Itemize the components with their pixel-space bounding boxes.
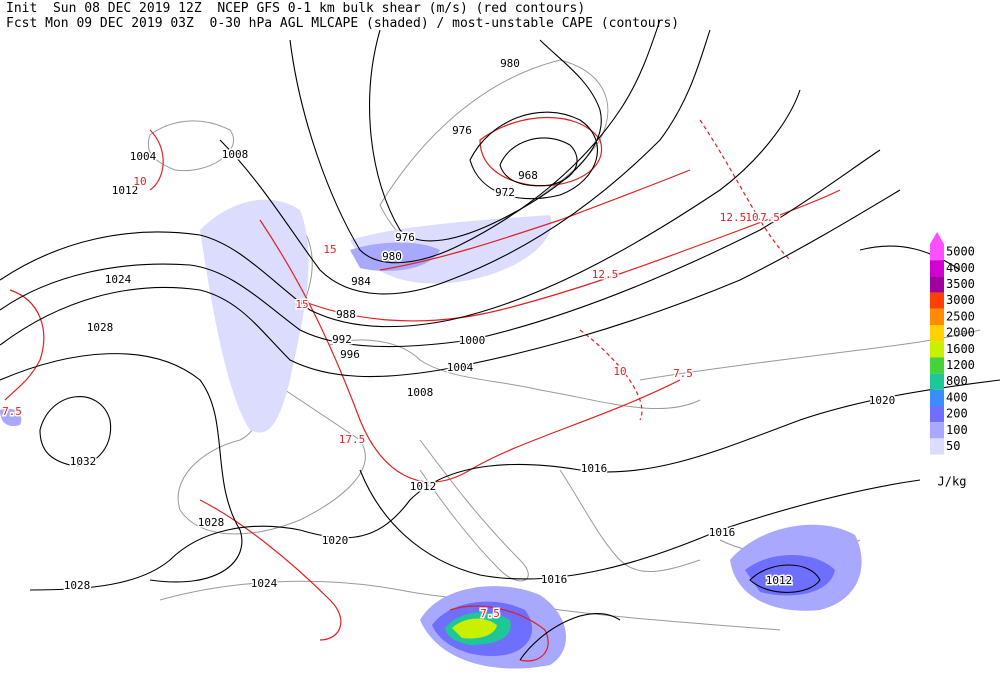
legend-swatch xyxy=(930,357,944,374)
legend-label: 5000 xyxy=(946,245,975,259)
subtitle-line: Fcst Mon 09 DEC 2019 03Z 0-30 hPa AGL ML… xyxy=(6,16,680,31)
shear-contours xyxy=(4,117,841,662)
isobar-label: 1032 xyxy=(70,455,97,468)
legend-label: 50 xyxy=(946,439,960,453)
legend-swatch xyxy=(930,373,944,390)
legend-swatch xyxy=(930,292,944,309)
legend-swatch xyxy=(930,406,944,423)
shear-label: 10 xyxy=(745,211,758,224)
isobar-label: 1028 xyxy=(87,321,114,334)
isobar-label: 1012 xyxy=(112,184,139,197)
legend-label: 4000 xyxy=(946,261,975,275)
legend-swatch xyxy=(930,422,944,439)
isobar-label: 1016 xyxy=(541,573,568,586)
shear-label: 12.5 xyxy=(592,268,619,281)
legend-label: 3000 xyxy=(946,293,975,307)
legend-swatch xyxy=(930,438,944,455)
title-line: Init Sun 08 DEC 2019 12Z NCEP GFS 0-1 km… xyxy=(6,1,586,16)
legend-label: 3500 xyxy=(946,277,975,291)
legend-swatch xyxy=(930,341,944,358)
isobar-label: 1012 xyxy=(766,574,793,587)
isobar-label: 1020 xyxy=(869,394,896,407)
isobar-label: 1004 xyxy=(447,361,474,374)
legend-swatch xyxy=(930,276,944,293)
isobar-label: 1024 xyxy=(251,577,278,590)
shear-label: 7.5 xyxy=(673,367,693,380)
legend-label: 1200 xyxy=(946,358,975,372)
isobar-label: 1004 xyxy=(130,150,157,163)
legend-swatch xyxy=(930,389,944,406)
shear-label: 10 xyxy=(613,365,626,378)
isobar-label: 980 xyxy=(500,57,520,70)
shear-label: 7.5 xyxy=(480,607,500,620)
isobar-label: 1016 xyxy=(709,526,736,539)
legend-swatch xyxy=(930,325,944,342)
isobar-label: 1028 xyxy=(64,579,91,592)
shear-label: 7.5 xyxy=(2,405,22,418)
isobar-label: 1020 xyxy=(322,534,349,547)
isobar-label: 976 xyxy=(452,124,472,137)
legend-label: 1600 xyxy=(946,342,975,356)
shear-label: 7.5 xyxy=(760,211,780,224)
legend-swatch xyxy=(930,260,944,277)
isobars xyxy=(0,19,1000,661)
legend-label: 2500 xyxy=(946,309,975,323)
cape-shading xyxy=(0,199,862,669)
isobar-label: 988 xyxy=(336,308,356,321)
legend-label: 400 xyxy=(946,390,968,404)
shear-label: 17.5 xyxy=(339,433,366,446)
legend-label: 200 xyxy=(946,407,968,421)
isobar-label: 984 xyxy=(351,275,371,288)
shear-label: 15 xyxy=(295,298,308,311)
legend-swatch xyxy=(930,308,944,325)
isobar-label: 1012 xyxy=(410,480,437,493)
isobar-label: 1016 xyxy=(581,462,608,475)
isobar-label: 996 xyxy=(340,348,360,361)
isobar-label: 972 xyxy=(495,186,515,199)
isobar-label: 1000 xyxy=(459,334,486,347)
shear-label: 15 xyxy=(323,243,336,256)
isobar-label: 976 xyxy=(395,231,415,244)
legend-label: 2000 xyxy=(946,326,975,340)
isobar-label: 1008 xyxy=(407,386,434,399)
legend-swatch xyxy=(930,244,944,261)
legend-arrow xyxy=(930,232,944,244)
isobar-label: 980 xyxy=(382,250,402,263)
shear-label: 12.5 xyxy=(720,211,747,224)
isobar-label: 1008 xyxy=(222,148,249,161)
isobar-label: 1024 xyxy=(105,273,132,286)
isobar-label: 992 xyxy=(332,333,352,346)
isobar-label: 1028 xyxy=(198,516,225,529)
legend-unit: J/kg xyxy=(938,475,967,489)
isobar-label: 968 xyxy=(518,169,538,182)
legend-label: 800 xyxy=(946,374,968,388)
legend-label: 100 xyxy=(946,423,968,437)
shear-label: 10 xyxy=(133,175,146,188)
